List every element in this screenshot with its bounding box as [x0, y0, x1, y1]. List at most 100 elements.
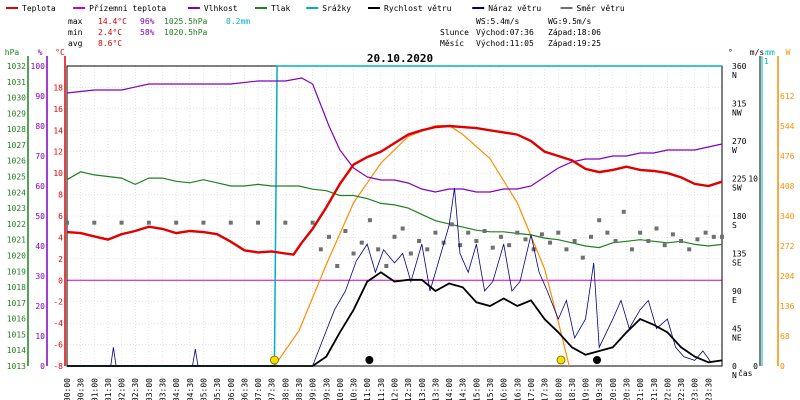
pressure-tick-label: 1026 — [7, 157, 26, 166]
pressure-tick-label: 1014 — [7, 346, 26, 355]
temperature-tick-label: -2 — [53, 298, 63, 307]
x-axis-label: čas — [738, 368, 753, 378]
x-tick-label: 01:30 — [104, 378, 113, 400]
pressure-tick-label: 1017 — [7, 299, 26, 308]
moon-rise: Východ:11:05 — [476, 39, 534, 48]
wind-direction-dot — [441, 240, 446, 245]
pressure-tick-label: 1023 — [7, 204, 26, 213]
legend-label-5: Rychlost větru — [384, 4, 452, 13]
pressure-tick-label: 1013 — [7, 362, 26, 371]
legend-label-6: Náraz větru — [488, 4, 541, 13]
x-tick-label: 12:30 — [404, 378, 413, 400]
pressure-tick-label: 1030 — [7, 94, 26, 103]
wind-direction-dot — [589, 234, 593, 239]
stats-ws: WS:5.4m/s — [476, 17, 520, 26]
direction-tick-name: N — [732, 71, 737, 80]
direction-tick-name: SW — [732, 184, 742, 193]
temperature-tick-label: 14 — [53, 126, 63, 135]
humidity-tick-label: 30 — [35, 272, 45, 281]
direction-tick-name: SE — [732, 259, 742, 268]
stats-min-press: 1020.5hPa — [164, 28, 208, 37]
x-tick-label: 18:00 — [554, 378, 563, 400]
stats-avg-label: avg — [68, 39, 83, 48]
direction-tick-label: 180 — [732, 212, 747, 221]
wind-direction-dot — [425, 247, 430, 252]
legend-label-4: Srážky — [322, 4, 351, 13]
stats-block: max 14.4°C 96% 1025.5hPa 0.2mm min 2.4°C… — [68, 17, 601, 48]
wind-direction-dot — [523, 237, 528, 242]
temperature-tick-label: 16 — [53, 105, 63, 114]
radiation-tick-label: 612 — [780, 92, 795, 101]
humidity-tick-label: 100 — [31, 62, 46, 71]
sun-set: Západ:18:06 — [548, 28, 601, 37]
x-tick-label: 05:00 — [199, 378, 208, 400]
x-tick-label: 20:00 — [609, 378, 618, 400]
x-tick-label: 14:30 — [459, 378, 468, 400]
x-tick-label: 04:00 — [172, 378, 181, 400]
wind-direction-dot — [695, 237, 700, 242]
pressure-tick-label: 1027 — [7, 141, 26, 150]
x-tick-label: 12:00 — [391, 378, 400, 400]
humidity-tick-label: 40 — [35, 242, 45, 251]
plot-area: 00:00 00:30 01:00 01:30 02:00 02:30 03:00 03:30… — [5, 48, 795, 400]
wind-axis-title: m/s — [750, 48, 765, 57]
x-tick-label: 15:00 — [472, 378, 481, 400]
wind-direction-dot — [174, 220, 179, 225]
wind-direction-dot — [679, 239, 684, 243]
wind-direction-dot — [310, 220, 315, 225]
stats-max-rain: 0.2mm — [226, 17, 250, 26]
sun-label: Slunce — [440, 28, 469, 37]
wind-direction-dot — [351, 251, 356, 256]
x-tick-label: 00:30 — [77, 378, 86, 400]
x-tick-label: 19:30 — [595, 378, 604, 400]
direction-tick-name: E — [732, 296, 737, 305]
moon-set: Západ:19:25 — [548, 39, 601, 48]
x-tick-label: 17:00 — [527, 378, 536, 400]
rain-axis-title: mm — [765, 48, 775, 57]
x-tick-label: 10:30 — [350, 378, 359, 400]
direction-tick-label: 0 — [732, 362, 737, 371]
stats-min-hum: 58% — [140, 28, 155, 37]
direction-tick-label: 315 — [732, 100, 747, 109]
wind-direction-dot — [119, 220, 124, 225]
humidity-tick-label: 20 — [35, 302, 45, 311]
wind-direction-dot — [417, 239, 422, 243]
x-tick-label: 05:30 — [213, 378, 222, 400]
temperature-tick-label: 2 — [58, 255, 63, 264]
pressure-tick-label: 1024 — [7, 188, 26, 197]
x-tick-label: 06:30 — [240, 378, 249, 400]
x-tick-label: 02:30 — [131, 378, 140, 400]
stats-max-temp: 14.4°C — [98, 17, 127, 26]
x-tick-label: 01:00 — [90, 378, 99, 400]
temperature-tick-label: 0 — [58, 276, 63, 285]
pressure-tick-label: 1021 — [7, 236, 26, 245]
moon-label: Měsíc — [440, 39, 464, 48]
direction-tick-name: NE — [732, 334, 742, 343]
wind-direction-dot — [629, 247, 634, 252]
wind-direction-dot — [670, 232, 675, 237]
legend-label-0: Teplota — [22, 4, 56, 13]
wind-direction-dot — [92, 220, 97, 225]
sun-marker-1 — [556, 355, 566, 365]
temperature-tick-label: 18 — [53, 83, 63, 92]
wind-direction-dot — [711, 234, 716, 239]
direction-tick-label: 90 — [732, 287, 742, 296]
direction-tick-label: 360 — [732, 62, 747, 71]
x-tick-label: 22:30 — [677, 378, 686, 400]
wind-direction-dot — [621, 209, 626, 214]
x-tick-label: 23:30 — [704, 378, 713, 400]
x-tick-label: 22:00 — [663, 378, 672, 400]
humidity-tick-label: 10 — [35, 332, 45, 341]
pressure-tick-label: 1028 — [7, 125, 26, 134]
stats-max-press: 1025.5hPa — [164, 17, 208, 26]
wind-direction-dot — [564, 247, 569, 252]
wind-direction-dot — [654, 226, 659, 231]
radiation-tick-label: 408 — [780, 182, 795, 191]
temperature-tick-label: 8 — [58, 191, 63, 200]
wind-direction-dot — [597, 218, 602, 223]
wind-direction-dot — [687, 247, 692, 252]
pressure-tick-label: 1031 — [7, 78, 26, 87]
direction-tick-label: 135 — [732, 250, 747, 259]
wind-direction-dot — [65, 220, 69, 225]
moon-marker-1 — [593, 356, 602, 364]
